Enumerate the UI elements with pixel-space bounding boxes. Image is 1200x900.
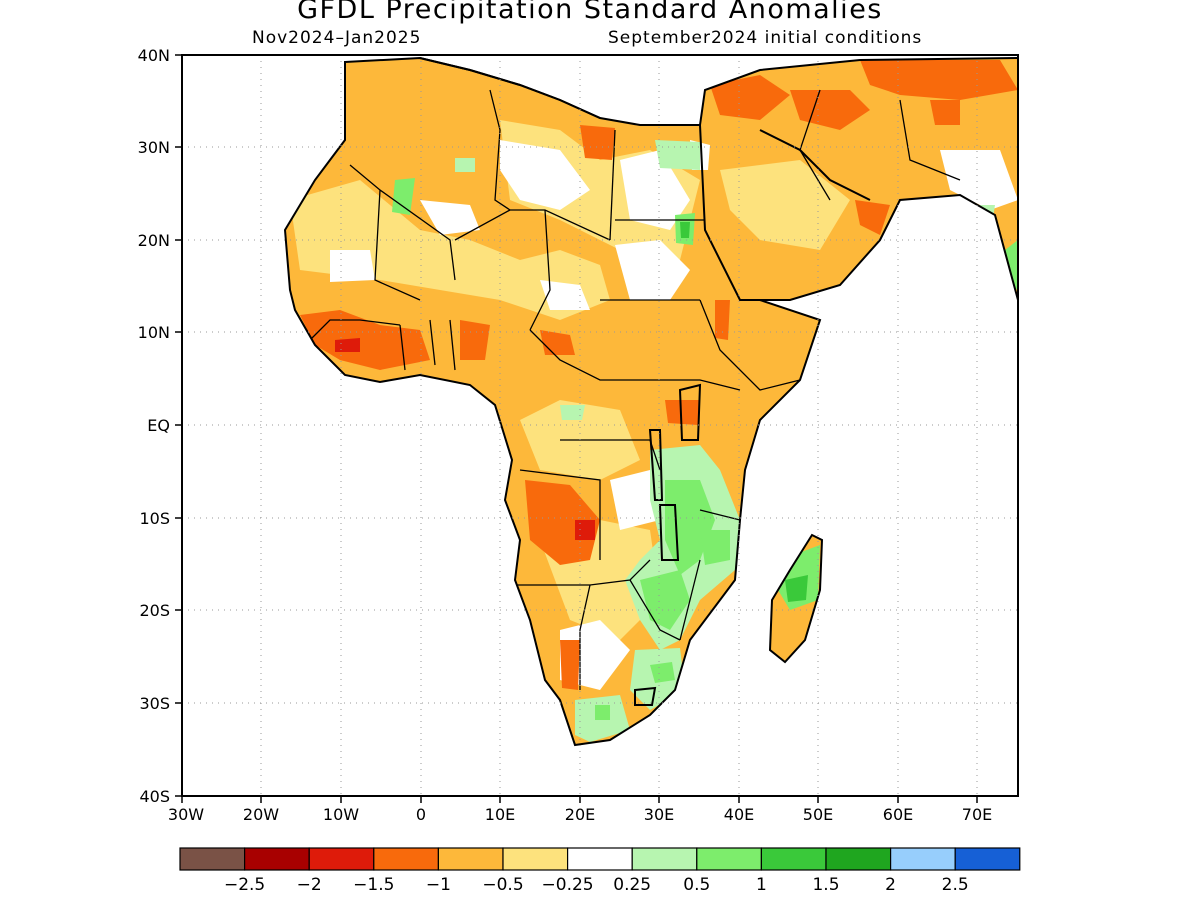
lon-label-40e: 40E <box>724 805 754 824</box>
lon-label-60e: 60E <box>883 805 913 824</box>
axis-ticks <box>175 54 978 803</box>
colorbar <box>179 847 1021 871</box>
map-title: GFDL Precipitation Standard Anomalies <box>297 0 883 25</box>
colorbar-swatch <box>373 847 439 871</box>
colorbar-swatch <box>696 847 762 871</box>
colorbar-label: 1 <box>756 875 767 895</box>
colorbar-swatch <box>502 847 569 871</box>
colorbar-swatch <box>244 847 310 871</box>
colorbar-swatch <box>179 847 246 871</box>
longitude-labels: 30W 20W 10W 0 10E 20E 30E 40E 50E 60E 70… <box>168 805 992 824</box>
initial-conditions: September2024 initial conditions <box>608 28 923 48</box>
lat-label-10s: 10S <box>139 509 170 528</box>
colorbar-label: −1 <box>426 875 451 895</box>
colorbar-label: −0.25 <box>542 875 594 895</box>
lat-label-30s: 30S <box>139 694 170 713</box>
colorbar-label: 0.5 <box>683 875 710 895</box>
lon-label-30w: 30W <box>168 805 204 824</box>
colorbar-swatch <box>566 847 633 871</box>
colorbar-label: 1.5 <box>812 875 839 895</box>
latitude-labels: 40N 30N 20N 10N EQ 10S 20S 30S 40S <box>138 46 170 806</box>
lon-label-70e: 70E <box>962 805 992 824</box>
colorbar-label: −0.5 <box>482 875 523 895</box>
lat-label-30n: 30N <box>138 138 170 157</box>
coastlines <box>284 57 1018 746</box>
graticule <box>182 55 1018 796</box>
colorbar-swatch <box>437 847 504 871</box>
country-borders <box>309 89 961 690</box>
lat-label-40n: 40N <box>138 46 170 65</box>
lat-label-10n: 10N <box>138 323 170 342</box>
colorbar-swatch <box>308 847 375 871</box>
lat-label-20n: 20N <box>138 231 170 250</box>
colorbar-swatch <box>825 847 892 871</box>
colorbar-labels: −2.5 −2 −1.5 −1 −0.5 −0.25 0.25 0.5 1 1.5 2 2.5 <box>224 875 969 895</box>
colorbar-label: 0.25 <box>613 875 651 895</box>
lon-label-50e: 50E <box>803 805 833 824</box>
colorbar-swatch <box>954 847 1021 871</box>
colorbar-label: −2 <box>297 875 322 895</box>
colorbar-label: −2.5 <box>224 875 265 895</box>
lon-label-10e: 10E <box>485 805 515 824</box>
lon-label-10w: 10W <box>323 805 359 824</box>
colorbar-label: −1.5 <box>353 875 394 895</box>
lon-label-0: 0 <box>416 805 426 824</box>
forecast-period: Nov2024–Jan2025 <box>252 28 422 48</box>
colorbar-swatch <box>889 847 956 871</box>
colorbar-swatch <box>631 847 698 871</box>
lon-label-20w: 20W <box>243 805 279 824</box>
lon-label-20e: 20E <box>565 805 595 824</box>
lat-label-20s: 20S <box>139 601 170 620</box>
lat-label-40s: 40S <box>139 787 170 806</box>
colorbar-swatch <box>760 847 827 871</box>
lon-label-30e: 30E <box>644 805 674 824</box>
colorbar-label: 2.5 <box>942 875 969 895</box>
colorbar-label: 2 <box>885 875 896 895</box>
lat-label-eq: EQ <box>147 416 170 435</box>
